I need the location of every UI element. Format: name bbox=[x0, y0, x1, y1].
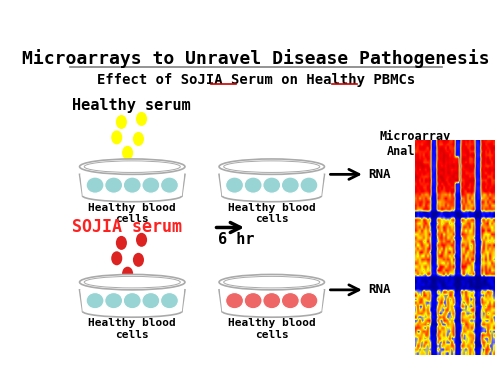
Ellipse shape bbox=[226, 292, 244, 309]
Ellipse shape bbox=[219, 274, 324, 290]
Text: Effect of SoJIA Serum on Healthy PBMCs: Effect of SoJIA Serum on Healthy PBMCs bbox=[97, 74, 416, 87]
Polygon shape bbox=[80, 290, 184, 311]
Ellipse shape bbox=[116, 236, 127, 250]
Text: Healthy blood
cells: Healthy blood cells bbox=[88, 318, 176, 340]
Text: Healthy blood
cells: Healthy blood cells bbox=[228, 318, 316, 340]
Ellipse shape bbox=[219, 159, 324, 174]
Ellipse shape bbox=[160, 292, 178, 309]
Ellipse shape bbox=[244, 177, 262, 193]
Ellipse shape bbox=[124, 292, 141, 309]
Ellipse shape bbox=[222, 306, 322, 317]
Ellipse shape bbox=[300, 177, 318, 193]
Ellipse shape bbox=[80, 274, 185, 290]
Ellipse shape bbox=[122, 267, 133, 281]
Ellipse shape bbox=[222, 190, 322, 202]
Ellipse shape bbox=[116, 115, 127, 129]
Text: RNA: RNA bbox=[368, 284, 390, 296]
Ellipse shape bbox=[300, 292, 318, 309]
Ellipse shape bbox=[244, 292, 262, 309]
Ellipse shape bbox=[160, 177, 178, 193]
Ellipse shape bbox=[282, 177, 300, 193]
Ellipse shape bbox=[82, 306, 182, 317]
Ellipse shape bbox=[82, 190, 182, 202]
Ellipse shape bbox=[133, 253, 144, 267]
Text: Microarrays to Unravel Disease Pathogenesis: Microarrays to Unravel Disease Pathogene… bbox=[22, 50, 490, 68]
Text: Healthy blood
cells: Healthy blood cells bbox=[88, 203, 176, 225]
Polygon shape bbox=[220, 290, 324, 311]
Text: Healthy blood
cells: Healthy blood cells bbox=[228, 203, 316, 225]
Polygon shape bbox=[80, 174, 184, 196]
Ellipse shape bbox=[142, 292, 160, 309]
Ellipse shape bbox=[124, 177, 141, 193]
Ellipse shape bbox=[80, 159, 185, 174]
Ellipse shape bbox=[263, 177, 280, 193]
Ellipse shape bbox=[133, 132, 144, 146]
Ellipse shape bbox=[136, 233, 147, 247]
Ellipse shape bbox=[142, 177, 160, 193]
Ellipse shape bbox=[86, 177, 104, 193]
Text: 6 hr: 6 hr bbox=[218, 231, 254, 246]
Ellipse shape bbox=[104, 292, 122, 309]
Ellipse shape bbox=[111, 130, 122, 144]
Ellipse shape bbox=[136, 112, 147, 126]
Text: Healthy serum: Healthy serum bbox=[72, 98, 190, 112]
Polygon shape bbox=[220, 174, 324, 196]
Ellipse shape bbox=[86, 292, 104, 309]
Ellipse shape bbox=[263, 292, 280, 309]
Text: RNA: RNA bbox=[368, 168, 390, 181]
Ellipse shape bbox=[122, 146, 133, 160]
Ellipse shape bbox=[104, 177, 122, 193]
Ellipse shape bbox=[226, 177, 244, 193]
Ellipse shape bbox=[282, 292, 300, 309]
Text: SOJIA serum: SOJIA serum bbox=[72, 219, 182, 237]
Ellipse shape bbox=[111, 251, 122, 265]
Text: Microarray
Analysis: Microarray Analysis bbox=[380, 129, 451, 158]
